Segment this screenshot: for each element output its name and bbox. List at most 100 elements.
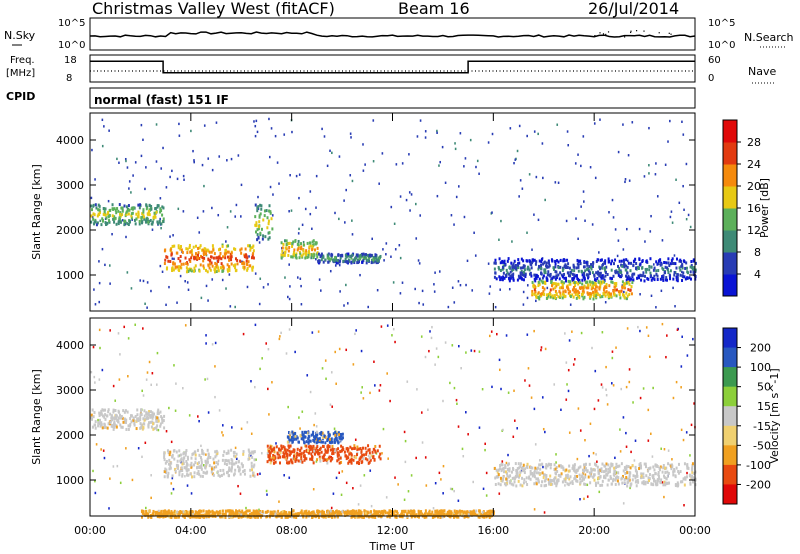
echo-cell xyxy=(531,289,534,293)
echo-cell xyxy=(208,250,211,254)
echo-cell xyxy=(535,477,538,481)
echo-cell xyxy=(555,484,558,488)
echo-cell xyxy=(285,242,288,246)
echo-cell xyxy=(238,466,241,470)
noise-cell xyxy=(91,215,94,219)
echo-cell xyxy=(126,410,129,414)
echo-cell xyxy=(294,459,297,463)
noise-cell xyxy=(693,402,695,405)
echo-cell xyxy=(572,464,575,468)
noise-cell xyxy=(256,473,259,476)
echo-cell xyxy=(601,276,604,280)
noise-cell xyxy=(582,135,585,138)
echo-cell xyxy=(107,215,110,219)
echo-cell xyxy=(371,258,374,262)
echo-cell xyxy=(273,458,276,462)
echo-cell xyxy=(341,446,344,450)
echo-cell xyxy=(388,512,391,516)
echo-cell xyxy=(160,512,163,516)
echo-cell xyxy=(583,463,586,467)
echo-cell xyxy=(255,221,258,225)
echo-cell xyxy=(186,469,189,473)
echo-cell xyxy=(418,512,421,516)
echo-cell xyxy=(350,455,353,459)
echo-cell xyxy=(251,268,254,272)
echo-cell xyxy=(577,259,580,263)
noise-cell xyxy=(318,278,321,281)
noise-cell xyxy=(395,163,398,166)
echo-cell xyxy=(170,515,173,519)
echo-cell xyxy=(646,260,649,264)
echo-cell xyxy=(308,439,311,443)
echo-cell xyxy=(228,515,231,519)
echo-cell xyxy=(260,227,263,231)
noise-cell xyxy=(312,488,315,491)
echo-cell xyxy=(609,276,612,280)
echo-cell xyxy=(499,261,502,265)
echo-cell xyxy=(233,450,236,454)
echo-cell xyxy=(591,271,594,275)
echo-cell xyxy=(112,217,115,221)
echo-cell xyxy=(171,266,174,270)
echo-cell xyxy=(599,267,602,271)
echo-cell xyxy=(554,296,557,300)
echo-cell xyxy=(526,259,529,263)
echo-cell xyxy=(255,230,258,234)
echo-cell xyxy=(618,464,621,468)
echo-cell xyxy=(605,473,608,477)
noise-cell xyxy=(394,476,396,479)
echo-cell xyxy=(540,484,543,488)
echo-cell xyxy=(519,464,522,468)
echo-cell xyxy=(195,515,198,519)
echo-cell xyxy=(145,417,148,421)
echo-cell xyxy=(552,275,555,279)
echo-cell xyxy=(107,408,110,412)
echo-cell xyxy=(360,511,363,515)
echo-cell xyxy=(553,463,556,467)
echo-cell xyxy=(573,467,576,471)
noise-cell xyxy=(390,205,393,209)
noise-cell xyxy=(687,213,690,217)
noise-cell xyxy=(421,441,424,444)
echo-cell xyxy=(360,455,363,459)
echo-cell xyxy=(576,468,579,472)
echo-cell xyxy=(169,450,172,454)
echo-cell xyxy=(659,263,662,267)
echo-cell xyxy=(205,268,208,272)
echo-cell xyxy=(480,512,483,516)
echo-cell xyxy=(283,510,286,514)
echo-cell xyxy=(553,476,556,480)
echo-cell xyxy=(249,474,252,478)
noise-cell xyxy=(608,211,610,214)
echo-cell xyxy=(588,271,591,275)
echo-cell xyxy=(119,423,122,427)
echo-cell xyxy=(290,460,293,464)
echo-cell xyxy=(575,281,578,285)
echo-cell xyxy=(127,424,130,428)
noise-cell xyxy=(254,323,257,327)
echo-cell xyxy=(180,262,183,266)
echo-cell xyxy=(691,464,694,468)
noise-cell xyxy=(424,130,427,133)
echo-cell xyxy=(665,477,668,481)
echo-cell xyxy=(321,509,324,513)
noise-cell xyxy=(338,347,341,351)
echo-cell xyxy=(212,256,215,260)
echo-cell xyxy=(606,272,609,276)
echo-cell xyxy=(168,467,171,471)
echo-cell xyxy=(591,280,594,284)
echo-cell xyxy=(305,444,308,448)
echo-cell xyxy=(537,296,540,300)
echo-cell xyxy=(433,515,436,519)
echo-cell xyxy=(434,510,437,514)
echo-cell xyxy=(610,262,613,266)
echo-cell xyxy=(554,277,557,281)
echo-cell xyxy=(301,460,304,464)
echo-cell xyxy=(577,282,580,286)
echo-cell xyxy=(309,457,312,461)
noise-cell xyxy=(625,227,628,231)
echo-cell xyxy=(528,259,531,263)
echo-cell xyxy=(352,458,355,462)
echo-cell xyxy=(506,474,509,478)
echo-cell xyxy=(176,265,179,269)
